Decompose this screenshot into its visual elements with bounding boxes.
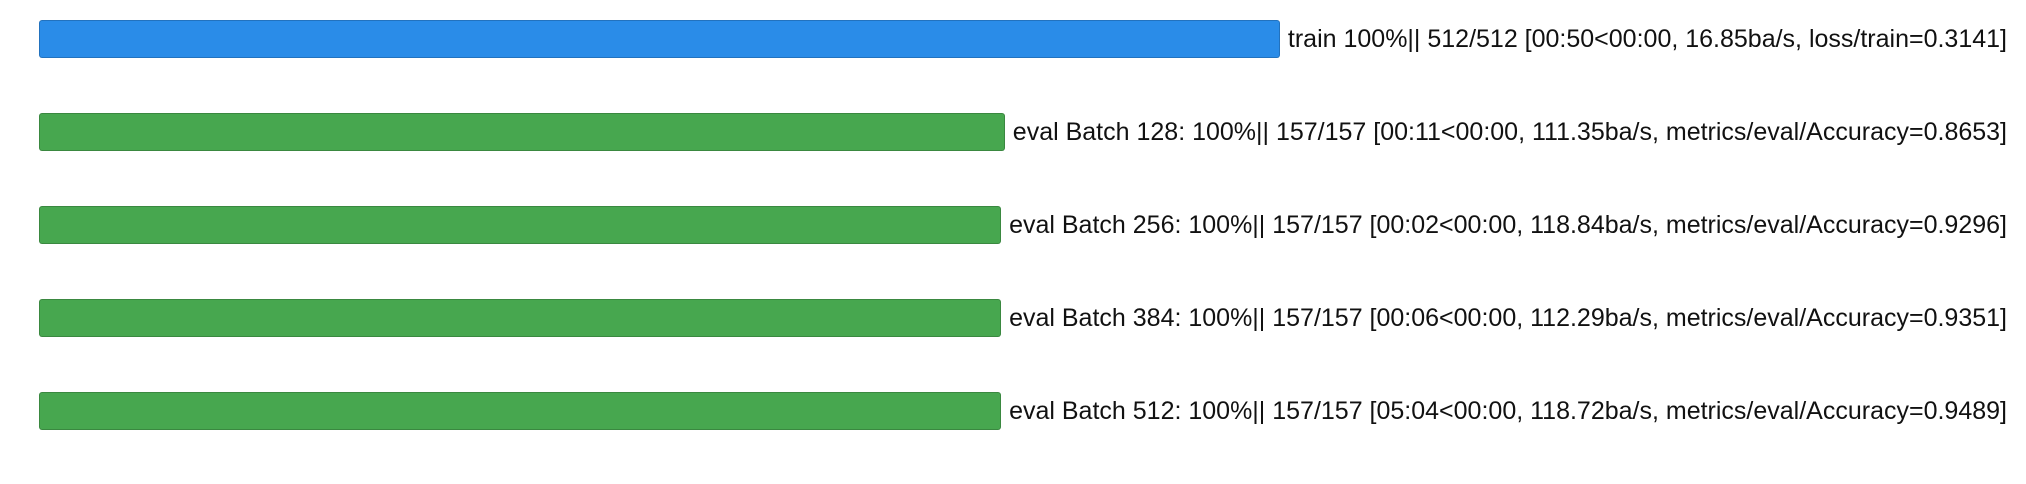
page: train 100%|| 512/512 [00:50<00:00, 16.85…	[39, 20, 2007, 430]
progress-bar	[39, 206, 1002, 244]
progress-bar	[39, 20, 1280, 58]
progress-row: train 100%|| 512/512 [00:50<00:00, 16.85…	[39, 19, 2007, 59]
progress-row: eval Batch 384: 100%|| 157/157 [00:06<00…	[39, 298, 2007, 338]
progress-bar	[39, 299, 1002, 337]
progress-label: train 100%|| 512/512 [00:50<00:00, 16.85…	[1287, 24, 2007, 53]
progress-bar	[39, 113, 1005, 151]
progress-label: eval Batch 128: 100%|| 157/157 [00:11<00…	[1012, 117, 2007, 146]
progress-label: eval Batch 384: 100%|| 157/157 [00:06<00…	[1009, 303, 2007, 332]
progress-row: eval Batch 512: 100%|| 157/157 [05:04<00…	[39, 391, 2007, 431]
progress-label: eval Batch 512: 100%|| 157/157 [05:04<00…	[1009, 396, 2007, 425]
progress-row: eval Batch 256: 100%|| 157/157 [00:02<00…	[39, 205, 2007, 245]
progress-row: eval Batch 128: 100%|| 157/157 [00:11<00…	[39, 112, 2007, 152]
progress-list: train 100%|| 512/512 [00:50<00:00, 16.85…	[39, 19, 2007, 484]
progress-label: eval Batch 256: 100%|| 157/157 [00:02<00…	[1009, 210, 2007, 239]
progress-bar	[39, 392, 1002, 430]
